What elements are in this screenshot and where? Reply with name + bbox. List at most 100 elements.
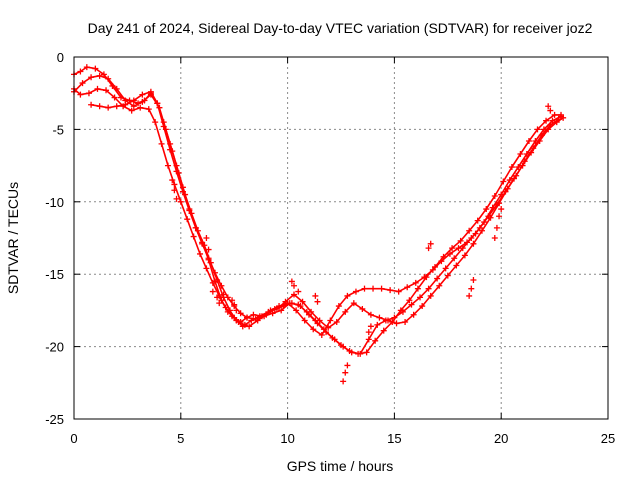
data-point <box>427 240 434 247</box>
data-point <box>410 311 417 318</box>
data-point <box>350 300 357 307</box>
series-trace-1 <box>71 64 565 339</box>
data-point <box>515 164 522 171</box>
x-tick-label: 15 <box>387 431 401 446</box>
data-point <box>199 240 206 247</box>
data-point <box>211 269 218 276</box>
data-point <box>444 272 451 279</box>
y-tick-label: -10 <box>45 195 64 210</box>
data-point <box>408 301 415 308</box>
plot-frame <box>73 56 609 420</box>
data-point <box>393 320 400 327</box>
data-point <box>342 308 349 315</box>
data-point <box>384 317 391 324</box>
data-point <box>301 317 308 324</box>
data-point <box>355 350 362 357</box>
data-point <box>367 323 374 330</box>
data-point <box>327 317 334 324</box>
series-scatter-fragments <box>169 103 554 385</box>
data-point <box>508 164 515 171</box>
data-point <box>229 297 236 304</box>
data-point <box>291 282 298 289</box>
axis-ticks: 0 5 10 15 20 25 0 -5 -10 -15 -20 -25 <box>45 50 615 446</box>
data-point <box>446 250 453 257</box>
data-point <box>359 305 366 312</box>
data-point <box>487 214 494 221</box>
data-point <box>434 275 441 282</box>
data-point <box>340 378 347 385</box>
data-point <box>252 316 259 323</box>
data-point <box>367 311 374 318</box>
data-point <box>282 298 289 305</box>
data-point <box>295 301 302 308</box>
data-point <box>205 246 212 253</box>
x-tick-label: 5 <box>177 431 184 446</box>
data-point <box>246 323 253 330</box>
data-point <box>169 177 176 184</box>
data-point <box>346 347 353 354</box>
data-point <box>496 200 503 207</box>
data-point <box>261 313 268 320</box>
data-point <box>555 116 562 123</box>
data-point <box>412 279 419 286</box>
data-point <box>525 137 532 144</box>
data-point <box>342 369 349 376</box>
data-point <box>278 307 285 314</box>
x-tick-label: 10 <box>280 431 294 446</box>
data-point <box>365 329 372 336</box>
data-point <box>105 75 112 82</box>
data-point <box>171 187 178 194</box>
grid <box>74 57 608 419</box>
data-point <box>491 235 498 241</box>
data-point <box>493 224 500 231</box>
data-point <box>474 217 481 224</box>
data-point <box>173 168 180 175</box>
data-point <box>363 349 370 356</box>
series-line <box>73 75 564 355</box>
data-point <box>286 300 293 307</box>
data-point <box>173 195 180 202</box>
data-point <box>457 237 464 244</box>
data-point <box>231 301 238 308</box>
data-point <box>224 294 231 301</box>
data-point <box>77 91 84 98</box>
data-point <box>192 224 199 231</box>
data-point <box>500 178 507 185</box>
data-point <box>128 107 135 114</box>
data-point <box>94 85 101 92</box>
data-point <box>250 311 257 318</box>
data-point <box>229 313 236 320</box>
data-point <box>545 103 552 110</box>
data-point <box>122 101 129 108</box>
y-tick-label: -15 <box>45 267 64 282</box>
data-point <box>378 285 385 292</box>
data-point <box>85 90 92 97</box>
data-point <box>299 298 306 305</box>
data-point <box>77 68 84 75</box>
data-point <box>171 181 178 188</box>
data-point <box>273 305 280 312</box>
x-tick-label: 20 <box>494 431 508 446</box>
data-point <box>96 103 103 110</box>
data-point <box>154 100 161 107</box>
y-tick-label: -20 <box>45 340 64 355</box>
data-point <box>517 151 524 158</box>
data-point <box>184 216 191 223</box>
data-point <box>442 265 449 272</box>
data-point <box>312 317 319 324</box>
data-point <box>538 132 545 139</box>
data-point <box>113 103 120 110</box>
data-point <box>470 276 477 283</box>
data-point <box>92 65 99 72</box>
data-point <box>468 235 475 241</box>
data-point <box>449 245 456 252</box>
data-point <box>372 337 379 344</box>
data-point <box>506 177 513 184</box>
data-point <box>389 318 396 325</box>
data-point <box>203 235 210 241</box>
data-point <box>333 318 340 325</box>
data-point <box>414 285 421 292</box>
data-point <box>543 117 550 124</box>
data-point <box>451 255 458 262</box>
data-point <box>504 185 511 192</box>
